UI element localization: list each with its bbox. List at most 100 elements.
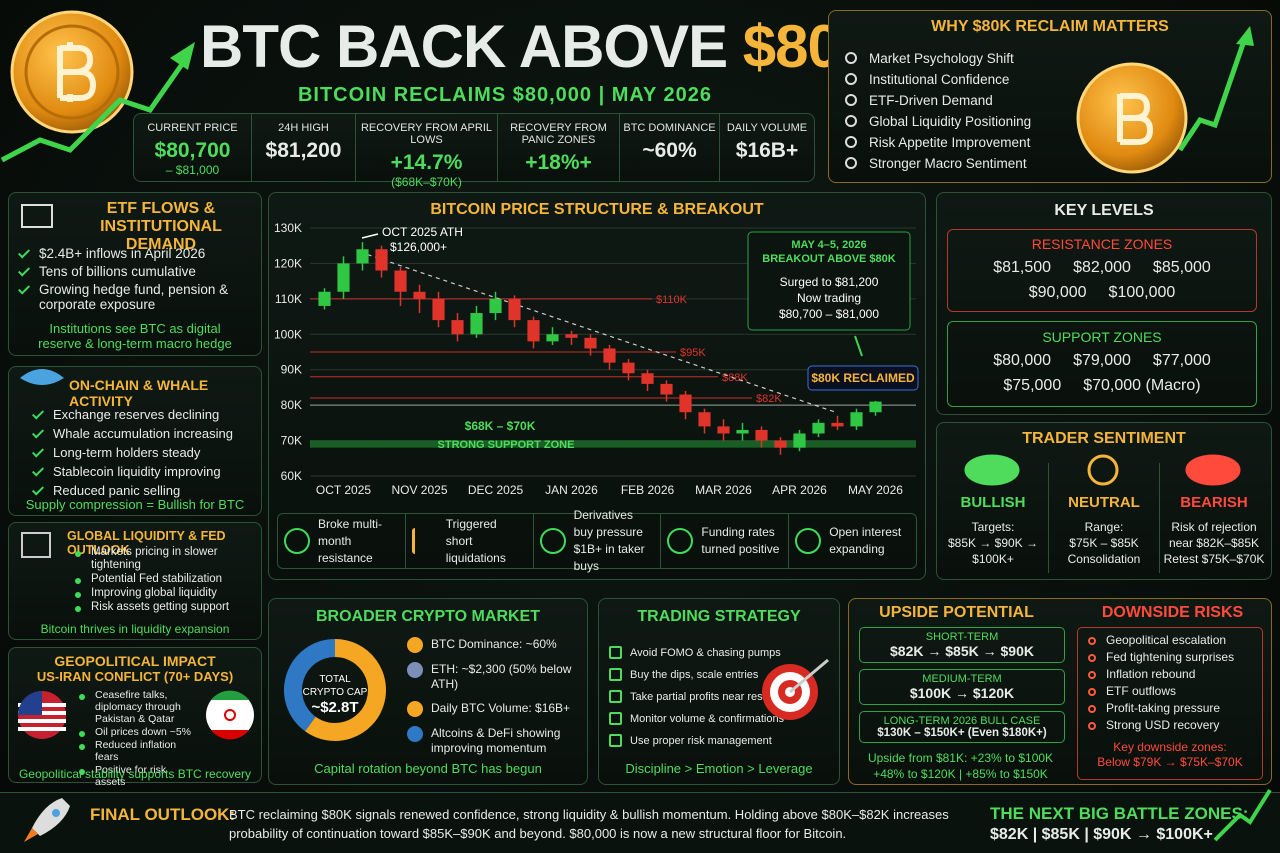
box-icon <box>609 690 622 703</box>
panel-subtitle: US-IRAN CONFLICT (70+ DAYS) <box>36 669 234 684</box>
item-text: Altcoins & DeFi showing improving moment… <box>431 726 561 755</box>
block-label: SHORT-TERM <box>925 631 999 643</box>
arrow-head <box>170 42 195 70</box>
item-text: ETF-Driven Demand <box>869 93 993 108</box>
signal-icon <box>539 528 566 554</box>
ring-icon <box>845 115 857 127</box>
panel-footer: Geopolitical stability supports BTC reco… <box>18 767 252 781</box>
list-item: Markets pricing in slower tightening <box>67 546 255 572</box>
item-text: Market Psychology Shift <box>869 51 1014 66</box>
sentiment-line: Range: <box>1084 520 1124 534</box>
item-text: Institutional Confidence <box>869 72 1010 87</box>
sentiment-line: $85K → $90K → <box>947 536 1039 550</box>
header-title: BTC BACK ABOVE $80K <box>200 12 883 81</box>
item-text: Inflation rebound <box>1106 667 1196 681</box>
stat-value: ~60% <box>642 139 697 162</box>
level-value: $77,000 <box>1152 352 1211 369</box>
sentiment-line: $75K – $85K <box>1069 536 1139 550</box>
item-text: Stablecoin liquidity improving <box>53 464 221 479</box>
ring-icon <box>845 73 857 85</box>
list-item: Whale accumulation increasing <box>29 426 233 441</box>
sentiment-line: Retest $75K–$70K <box>1163 552 1265 566</box>
signal-text: Open interest expanding <box>829 525 902 556</box>
level-row: $81,500 $82,000 $85,000 <box>948 259 1256 277</box>
ring-icon <box>845 52 857 64</box>
red-icon <box>1088 688 1096 696</box>
level-value: $81,500 <box>993 259 1052 276</box>
market-panel: BROADER CRYPTO MARKET BTC Dominance: ~60… <box>268 598 588 785</box>
item-text: Long-term holders steady <box>53 445 201 460</box>
strategy-panel: TRADING STRATEGY Avoid FOMO & chasing pu… <box>598 598 840 785</box>
item-text: Use proper risk management <box>630 735 772 747</box>
list-item: Growing hedge fund, pension & corporate … <box>15 282 253 312</box>
battle-text: $82K | $85K | $90K → $100K+ <box>990 826 1213 843</box>
panel-title: ETF FLOWS & INSTITUTIONAL DEMAND <box>100 200 222 253</box>
stat-note: – $81,000 <box>165 163 220 177</box>
dot-icon <box>79 769 85 775</box>
footer-line: +48% to $120K | +85% to $150K <box>873 767 1048 781</box>
item-text: Buy the dips, scale entries <box>630 669 759 681</box>
item-text: Risk assets getting support <box>91 601 230 613</box>
sentiment-line: near $82K–$85K <box>1168 536 1260 550</box>
bitcoin-coin <box>10 10 134 134</box>
stat-value: $16B+ <box>735 139 799 162</box>
signal-icon <box>411 528 438 554</box>
list-item: Tens of billions cumulative <box>15 264 253 279</box>
outlook-panel: UPSIDE POTENTIAL SHORT-TERM $82K → $85K →… <box>848 598 1272 785</box>
sentiment-line: Targets: <box>971 520 1015 534</box>
sentiment-panel: TRADER SENTIMENT BULLISH Targets: $85K → $… <box>936 422 1272 580</box>
stat-value: +18%+ <box>525 151 592 174</box>
liquidity-list: Markets pricing in slower tightening Pote… <box>67 545 255 615</box>
check-icon <box>17 282 31 295</box>
list-item: Global Liquidity Positioning <box>841 114 1031 129</box>
list-item: Take partial profits near resistance <box>605 690 835 705</box>
red-icon <box>1088 637 1096 645</box>
panel-title: UPSIDE POTENTIAL <box>879 604 1034 621</box>
geo-panel: GEOPOLITICAL IMPACT US-IRAN CONFLICT (70… <box>8 647 262 788</box>
strategy-list: Avoid FOMO & chasing pumps Buy the dips, … <box>605 639 835 756</box>
red-icon <box>1088 705 1096 713</box>
list-item: Market Psychology Shift <box>841 51 1031 66</box>
list-item: Positive for risk assets <box>71 764 199 788</box>
stat-cell: DAILY VOLUME $16B+ <box>720 114 814 181</box>
coin-icon <box>407 637 423 653</box>
list-item: ETF outflows <box>1084 684 1256 699</box>
signals-row: Broke multi-month resistance Triggered sh… <box>277 508 917 573</box>
why-list: Market Psychology Shift Institutional Con… <box>841 45 1031 177</box>
list-item: ETF-Driven Demand <box>841 93 1031 108</box>
sentiment-name: BULLISH <box>960 494 1026 511</box>
item-text: Reduced inflation fears <box>95 739 177 763</box>
box-icon <box>609 668 622 681</box>
upside-block: MEDIUM-TERM $100K → $120K <box>859 669 1065 705</box>
panel-footer: Discipline > Emotion > Leverage <box>625 761 813 776</box>
check-icon <box>17 246 31 259</box>
level-value: $79,000 <box>1073 352 1131 369</box>
item-text: Reduced panic selling <box>53 483 181 498</box>
list-item: Daily BTC Volume: $16B+ <box>407 701 581 717</box>
ring-icon <box>845 94 857 106</box>
stat-label: BTC DOMINANCE <box>623 122 716 134</box>
onchain-list: Exchange reserves declining Whale accumul… <box>29 403 233 502</box>
resistance-levels: $81,500 $82,000 $85,000 $90,000 $100,000 <box>948 259 1256 302</box>
signal-text: Broke multi-month resistance <box>318 516 383 565</box>
signal-text: Funding rates turned positive <box>701 525 780 556</box>
signal-icon <box>284 528 310 554</box>
red-icon <box>1088 722 1096 730</box>
ring-icon <box>845 157 857 169</box>
stat-cell: BTC DOMINANCE ~60% <box>620 114 720 181</box>
list-item: Use proper risk management <box>605 734 835 749</box>
stat-value: $81,200 <box>265 139 342 162</box>
item-text: Stronger Macro Sentiment <box>869 156 1027 171</box>
outlook-text: BTC reclaiming $80K signals renewed conf… <box>229 807 949 841</box>
item-text: Take partial profits near resistance <box>630 691 798 703</box>
item-text: Risk Appetite Improvement <box>869 135 1031 150</box>
battle-title: THE NEXT BIG BATTLE ZONES: <box>990 804 1249 823</box>
item-text: $2.4B+ inflows in April 2026 <box>39 246 206 261</box>
sentiment-line: $100K+ <box>972 552 1014 566</box>
sentiment-column: NEUTRAL Range: $75K – $85K Consolidation <box>1049 495 1159 567</box>
dot-icon <box>79 731 85 737</box>
level-row: $80,000 $79,000 $77,000 <box>948 352 1256 370</box>
downside-list: Geopolitical escalation Fed tightening su… <box>1084 633 1256 733</box>
list-item: Strong USD recovery <box>1084 718 1256 733</box>
item-text: Profit-taking pressure <box>1106 701 1221 715</box>
